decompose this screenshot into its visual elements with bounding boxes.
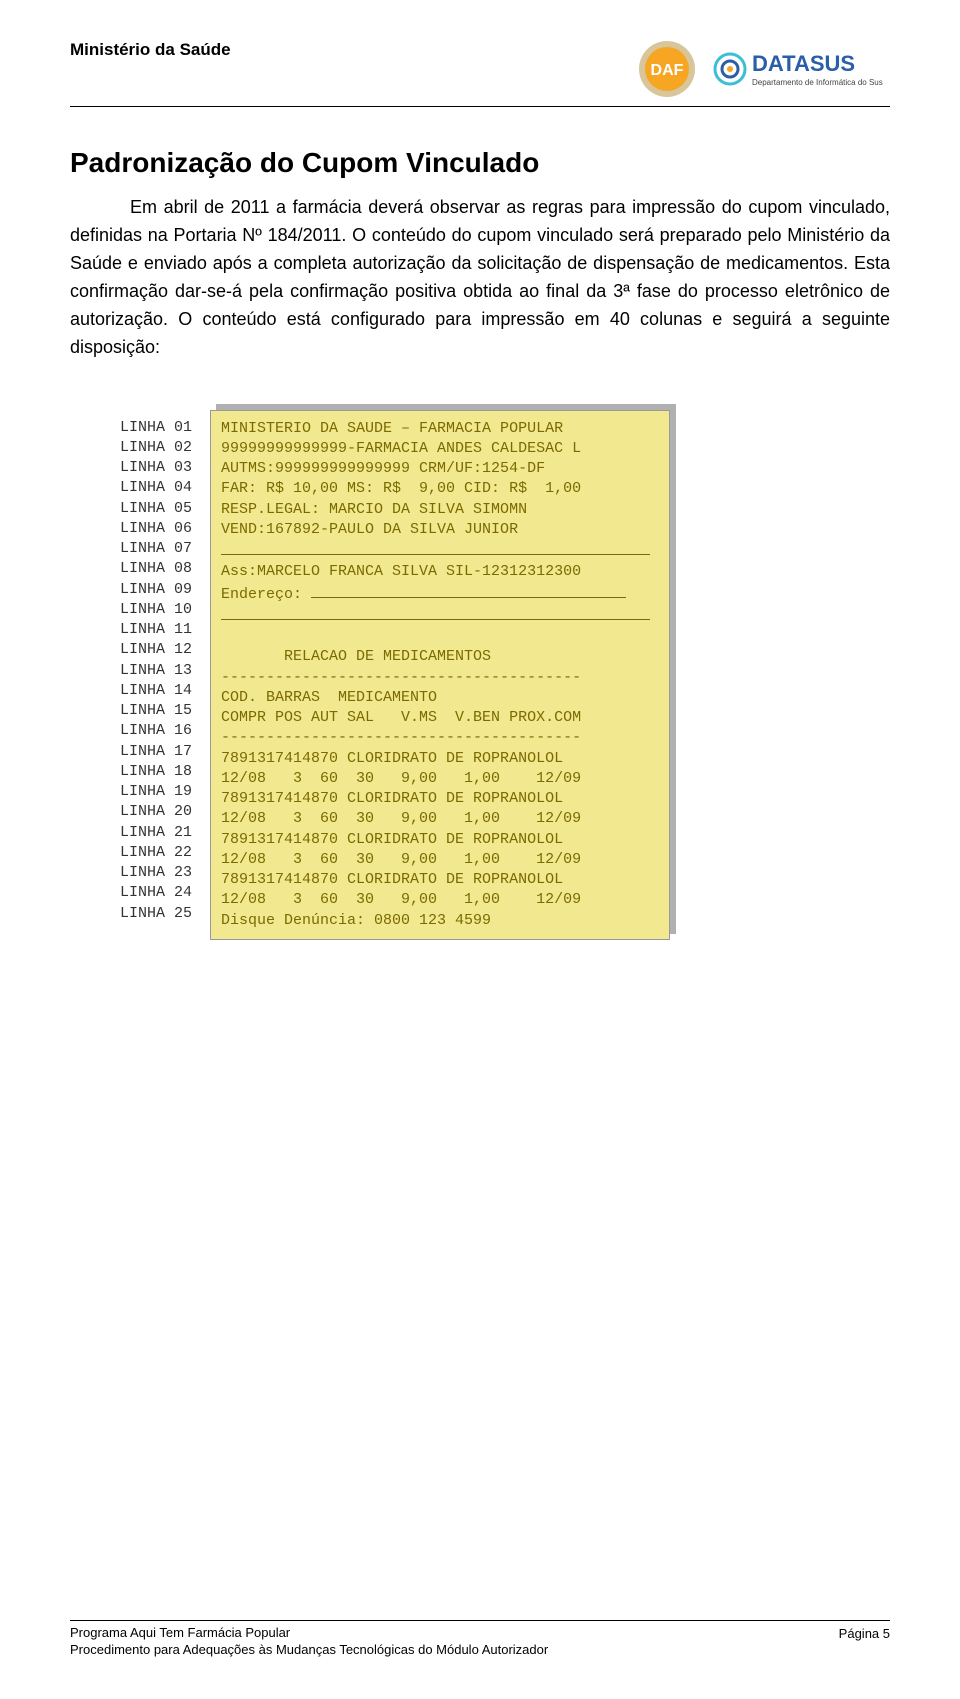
receipt-line: ---------------------------------------- [221,728,659,748]
receipt-line: COMPR POS AUT SAL V.MS V.BEN PROX.COM [221,708,659,728]
line-number: LINHA 08 [120,559,192,579]
receipt-underline [221,605,659,627]
receipt-line: 7891317414870 CLORIDRATO DE ROPRANOLOL [221,830,659,850]
line-number: LINHA 23 [120,863,192,883]
receipt-line: AUTMS:999999999999999 CRM/UF:1254-DF [221,459,659,479]
receipt-line: 12/08 3 60 30 9,00 1,00 12/09 [221,890,659,910]
receipt-line: 12/08 3 60 30 9,00 1,00 12/09 [221,809,659,829]
line-number: LINHA 20 [120,802,192,822]
receipt-line: COD. BARRAS MEDICAMENTO [221,688,659,708]
line-number: LINHA 19 [120,782,192,802]
line-number-column: LINHA 01LINHA 02LINHA 03LINHA 04LINHA 05… [120,410,192,940]
line-number: LINHA 06 [120,519,192,539]
receipt-line: 7891317414870 CLORIDRATO DE ROPRANOLOL [221,870,659,890]
line-number: LINHA 01 [120,418,192,438]
line-number: LINHA 15 [120,701,192,721]
footer-program: Programa Aqui Tem Farmácia Popular [70,1625,548,1642]
line-number: LINHA 04 [120,478,192,498]
svg-text:DATASUS: DATASUS [752,51,855,76]
line-number: LINHA 12 [120,640,192,660]
line-number: LINHA 22 [120,843,192,863]
line-number: LINHA 09 [120,580,192,600]
receipt-line: 12/08 3 60 30 9,00 1,00 12/09 [221,769,659,789]
address-label: Endereço: [221,586,311,603]
receipt-line: Ass:MARCELO FRANCA SILVA SIL-12312312300 [221,562,659,582]
receipt-line: MINISTERIO DA SAUDE – FARMACIA POPULAR [221,419,659,439]
body-paragraph: Em abril de 2011 a farmácia deverá obser… [70,194,890,361]
line-number: LINHA 11 [120,620,192,640]
receipt-line: 7891317414870 CLORIDRATO DE ROPRANOLOL [221,789,659,809]
page-title: Padronização do Cupom Vinculado [70,143,890,182]
line-number: LINHA 17 [120,742,192,762]
line-number: LINHA 13 [120,661,192,681]
datasus-logo-icon: DATASUS Departamento de Informática do S… [710,45,890,93]
receipt-blank [221,627,659,647]
receipt-line: FAR: R$ 10,00 MS: R$ 9,00 CID: R$ 1,00 [221,479,659,499]
line-number: LINHA 10 [120,600,192,620]
receipt-line: 12/08 3 60 30 9,00 1,00 12/09 [221,850,659,870]
receipt-line: 99999999999999-FARMACIA ANDES CALDESAC L [221,439,659,459]
line-number: LINHA 03 [120,458,192,478]
svg-text:Departamento de Informática do: Departamento de Informática do Sus [752,78,883,87]
svg-text:DAF: DAF [651,62,684,79]
receipt-line: 7891317414870 CLORIDRATO DE ROPRANOLOL [221,749,659,769]
footer-page-number: Página 5 [839,1625,890,1659]
line-number: LINHA 02 [120,438,192,458]
receipt-shadow: MINISTERIO DA SAUDE – FARMACIA POPULAR 9… [210,410,670,940]
coupon-figure: LINHA 01LINHA 02LINHA 03LINHA 04LINHA 05… [70,410,890,940]
line-number: LINHA 21 [120,823,192,843]
receipt-box: MINISTERIO DA SAUDE – FARMACIA POPULAR 9… [210,410,670,940]
receipt-line: Disque Denúncia: 0800 123 4599 [221,911,659,931]
receipt-line-address: Endereço: [221,583,659,605]
receipt-line: RELACAO DE MEDICAMENTOS [221,647,659,667]
line-number: LINHA 24 [120,883,192,903]
ministry-label: Ministério da Saúde [70,38,231,62]
receipt-line: RESP.LEGAL: MARCIO DA SILVA SIMOMN [221,500,659,520]
line-number: LINHA 18 [120,762,192,782]
line-number: LINHA 07 [120,539,192,559]
receipt-underline [221,540,659,562]
line-number: LINHA 25 [120,904,192,924]
footer-procedure: Procedimento para Adequações às Mudanças… [70,1642,548,1659]
line-number: LINHA 05 [120,499,192,519]
page-header: Ministério da Saúde DAF DATASUS Departam… [70,38,890,107]
receipt-line: VEND:167892-PAULO DA SILVA JUNIOR [221,520,659,540]
daf-logo-icon: DAF [636,38,698,100]
line-number: LINHA 16 [120,721,192,741]
footer-left: Programa Aqui Tem Farmácia Popular Proce… [70,1625,548,1659]
receipt-line: ---------------------------------------- [221,668,659,688]
page-footer: Programa Aqui Tem Farmácia Popular Proce… [70,1620,890,1659]
header-logos: DAF DATASUS Departamento de Informática … [636,38,890,100]
paragraph-text: Em abril de 2011 a farmácia deverá obser… [70,197,890,356]
line-number: LINHA 14 [120,681,192,701]
